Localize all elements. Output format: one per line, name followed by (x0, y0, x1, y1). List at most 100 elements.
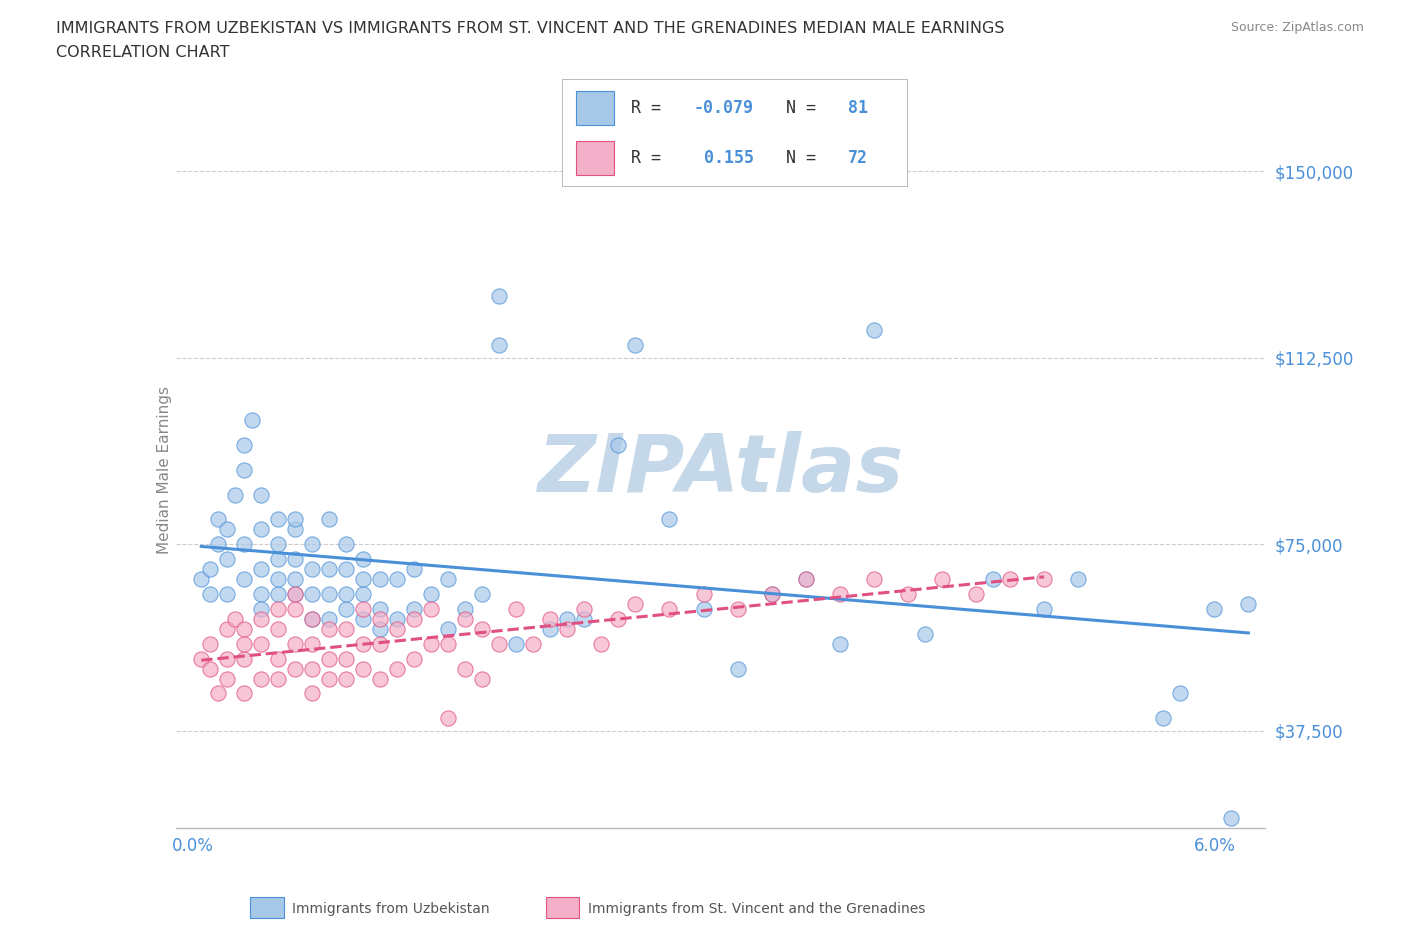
Point (318, 611, 340, 626)
Text: -0.079: -0.079 (693, 99, 754, 117)
Point (301, 587, 323, 602)
Point (352, 636, 374, 651)
Point (1168, 686, 1191, 701)
Point (190, 651, 212, 666)
Point (335, 537, 357, 551)
Point (335, 562, 357, 577)
Point (454, 602, 477, 617)
Point (198, 562, 221, 577)
Point (658, 602, 681, 617)
Point (335, 621, 357, 636)
Point (981, 572, 1004, 587)
Point (538, 611, 561, 626)
Point (998, 572, 1021, 587)
Point (1204, 602, 1226, 617)
Point (207, 537, 229, 551)
FancyBboxPatch shape (576, 141, 614, 175)
Point (190, 572, 212, 587)
Point (368, 671, 391, 686)
Point (250, 487, 273, 502)
Point (250, 671, 273, 686)
Point (232, 651, 254, 666)
Point (862, 572, 884, 587)
Point (250, 602, 273, 617)
Point (761, 587, 783, 602)
Point (301, 636, 323, 651)
Point (505, 602, 527, 617)
Point (931, 572, 953, 587)
Point (624, 596, 647, 611)
Point (420, 602, 443, 617)
Point (301, 611, 323, 626)
Point (897, 587, 920, 602)
Text: Source: ZipAtlas.com: Source: ZipAtlas.com (1230, 21, 1364, 34)
Point (215, 522, 238, 537)
Text: N =: N = (786, 99, 827, 117)
Text: 0.155: 0.155 (703, 149, 754, 167)
Point (965, 587, 987, 602)
Point (267, 512, 290, 526)
Point (420, 636, 443, 651)
FancyBboxPatch shape (576, 91, 614, 125)
Point (794, 572, 817, 587)
Point (301, 611, 323, 626)
Point (267, 671, 290, 686)
Point (267, 651, 290, 666)
Point (1152, 711, 1174, 725)
Point (420, 587, 443, 602)
Point (385, 621, 408, 636)
Point (352, 587, 374, 602)
Point (828, 636, 851, 651)
Point (368, 602, 391, 617)
Point (1033, 602, 1056, 617)
Point (828, 587, 851, 602)
Text: ZIPAtlas: ZIPAtlas (537, 431, 904, 509)
Point (232, 621, 254, 636)
Point (198, 587, 221, 602)
Point (368, 572, 391, 587)
Point (471, 621, 494, 636)
Point (404, 611, 426, 626)
Text: 81: 81 (848, 99, 869, 117)
Point (240, 413, 263, 428)
Point (318, 562, 340, 577)
Point (591, 636, 613, 651)
Point (437, 636, 460, 651)
Point (692, 587, 714, 602)
Point (488, 338, 510, 352)
Point (318, 587, 340, 602)
Point (250, 562, 273, 577)
Point (471, 587, 494, 602)
Point (488, 288, 510, 303)
Point (538, 621, 561, 636)
Point (505, 636, 527, 651)
Text: R =: R = (631, 149, 682, 167)
Point (207, 686, 229, 701)
Point (318, 671, 340, 686)
Point (761, 587, 783, 602)
Point (284, 572, 307, 587)
Y-axis label: Median Male Earnings: Median Male Earnings (157, 386, 172, 553)
Point (215, 551, 238, 566)
Point (437, 572, 460, 587)
Point (267, 537, 290, 551)
Point (368, 636, 391, 651)
Point (232, 572, 254, 587)
Point (284, 512, 307, 526)
Point (232, 462, 254, 477)
Point (385, 611, 408, 626)
Point (318, 621, 340, 636)
Point (352, 551, 374, 566)
Text: 72: 72 (848, 149, 869, 167)
Point (368, 621, 391, 636)
Point (727, 602, 749, 617)
Text: R =: R = (631, 99, 671, 117)
Point (352, 572, 374, 587)
Point (437, 621, 460, 636)
Point (215, 671, 238, 686)
Point (437, 711, 460, 725)
Text: IMMIGRANTS FROM UZBEKISTAN VS IMMIGRANTS FROM ST. VINCENT AND THE GRENADINES MED: IMMIGRANTS FROM UZBEKISTAN VS IMMIGRANTS… (56, 21, 1005, 36)
Point (1220, 810, 1243, 825)
Point (232, 437, 254, 452)
Point (224, 611, 246, 626)
